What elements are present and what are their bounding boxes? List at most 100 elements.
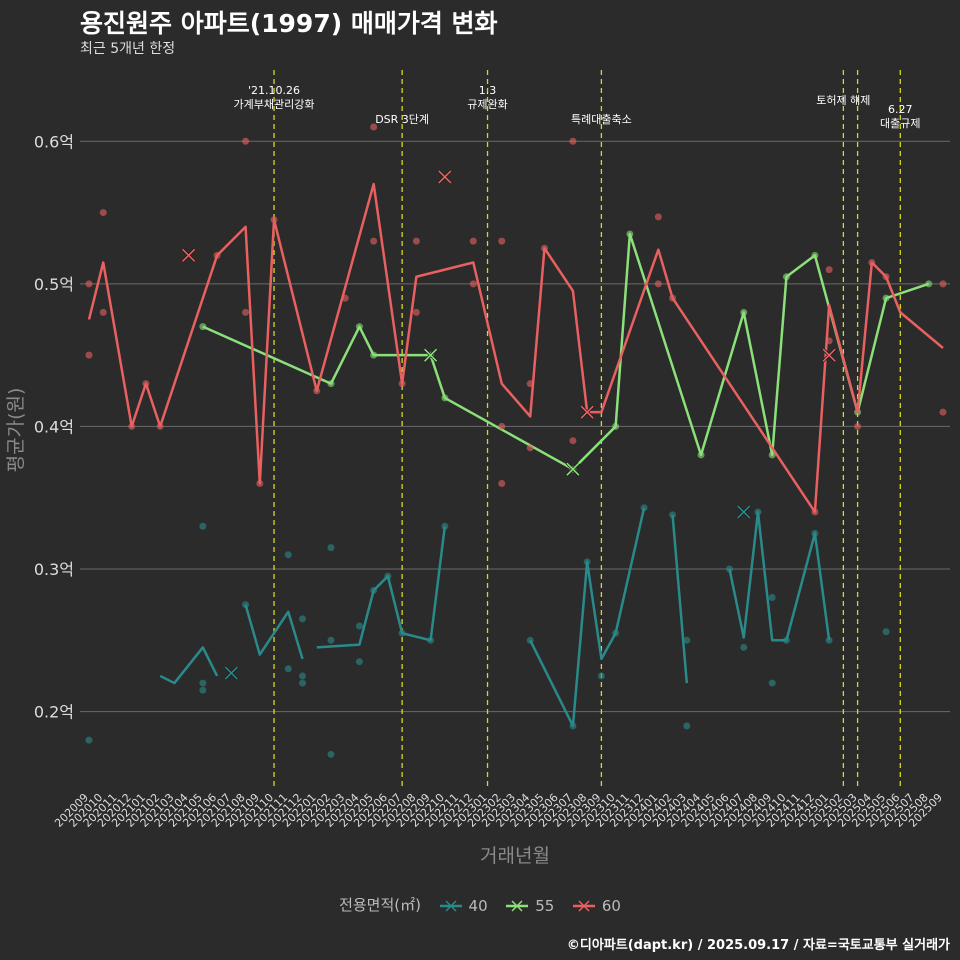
data-point-55 <box>612 422 620 430</box>
cross-marker-40 <box>224 666 238 680</box>
data-point-60 <box>882 273 890 281</box>
cross-marker-60 <box>580 405 594 419</box>
data-point-40 <box>768 594 776 602</box>
data-point-60 <box>99 308 107 316</box>
data-point-60 <box>654 280 662 288</box>
data-point-40 <box>640 504 648 512</box>
series-line-55 <box>202 232 930 471</box>
data-point-60 <box>341 294 349 302</box>
series-40 <box>85 504 890 758</box>
data-point-60 <box>242 308 250 316</box>
data-point-40 <box>384 572 392 580</box>
legend-label-55: 55 <box>535 896 555 915</box>
data-point-60 <box>569 137 577 145</box>
cross-marker-60 <box>822 348 836 362</box>
data-point-40 <box>398 629 406 637</box>
data-point-40 <box>284 665 292 673</box>
data-point-40 <box>427 636 435 644</box>
data-point-60 <box>412 237 420 245</box>
data-point-60 <box>854 422 862 430</box>
data-point-40 <box>299 679 306 687</box>
data-point-40 <box>355 658 363 666</box>
event-label: DSR 3단계 <box>375 113 429 126</box>
data-point-60 <box>313 387 321 395</box>
legend: 전용면적(㎡) 40 55 60 <box>0 894 960 915</box>
data-point-40 <box>284 551 292 559</box>
data-point-60 <box>370 123 378 131</box>
data-point-60 <box>85 280 93 288</box>
y-axis-title: 평균가(원) <box>5 388 27 473</box>
data-point-40 <box>740 643 748 651</box>
data-point-40 <box>882 628 890 636</box>
data-point-40 <box>299 672 306 680</box>
data-point-60 <box>825 337 833 345</box>
series-line-40 <box>159 646 219 685</box>
data-point-40 <box>683 722 691 730</box>
data-point-55 <box>768 451 776 459</box>
event-label: 6.27 대출규제 <box>880 103 920 130</box>
y-tick-label: 0.2억 <box>34 703 74 722</box>
cross-marker-55 <box>566 462 580 476</box>
cross-marker-60 <box>438 170 452 184</box>
series-line-60 <box>87 182 944 514</box>
data-point-55 <box>199 323 207 331</box>
data-point-40 <box>811 529 819 537</box>
series-line-40 <box>316 526 447 649</box>
data-point-60 <box>498 422 506 430</box>
data-point-40 <box>199 686 207 694</box>
data-point-40 <box>782 636 790 644</box>
legend-label-40: 40 <box>468 896 488 915</box>
legend-item-60: 60 <box>571 897 621 915</box>
data-point-40 <box>199 522 207 530</box>
legend-title: 전용면적(㎡) <box>339 896 421 914</box>
data-point-40 <box>526 636 534 644</box>
data-point-55 <box>740 308 748 316</box>
data-point-40 <box>569 722 577 730</box>
data-point-60 <box>654 213 662 221</box>
data-point-60 <box>939 280 947 288</box>
data-point-60 <box>669 294 677 302</box>
data-point-60 <box>526 380 534 388</box>
data-point-60 <box>128 422 136 430</box>
data-point-40 <box>441 522 449 530</box>
data-point-60 <box>156 422 164 430</box>
data-point-55 <box>882 294 890 302</box>
data-point-60 <box>142 380 150 388</box>
cross-marker-55 <box>424 348 438 362</box>
cross-marker-40 <box>737 505 751 519</box>
data-point-55 <box>925 280 933 288</box>
data-point-40 <box>327 636 335 644</box>
data-point-60 <box>939 408 947 416</box>
event-label: '21.10.26 가계부채관리강화 <box>234 84 315 111</box>
series-line-40 <box>529 507 646 728</box>
data-point-40 <box>726 565 733 573</box>
data-point-55 <box>782 273 790 281</box>
data-point-60 <box>868 258 876 266</box>
legend-item-55: 55 <box>504 897 554 915</box>
data-point-60 <box>811 508 819 516</box>
data-point-40 <box>754 508 762 516</box>
cross-marker-60 <box>182 248 196 262</box>
data-point-60 <box>498 479 506 487</box>
data-point-55 <box>370 351 378 359</box>
data-point-40 <box>327 544 335 552</box>
data-point-60 <box>85 351 93 359</box>
event-label: 1.3 규제완화 <box>467 84 507 111</box>
legend-label-60: 60 <box>601 896 621 915</box>
data-point-40 <box>327 750 335 758</box>
data-point-60 <box>412 308 420 316</box>
data-point-40 <box>669 511 677 519</box>
series-60 <box>85 123 947 516</box>
data-point-55 <box>441 394 449 402</box>
data-point-60 <box>270 216 278 224</box>
data-point-60 <box>825 266 833 274</box>
legend-key-40-icon <box>439 900 462 912</box>
y-tick-label: 0.4억 <box>34 417 74 436</box>
data-point-40 <box>683 636 691 644</box>
series-line-40 <box>671 514 689 684</box>
data-point-60 <box>569 437 577 445</box>
data-point-60 <box>469 237 477 245</box>
data-point-55 <box>327 380 335 388</box>
data-point-40 <box>355 622 363 630</box>
data-point-40 <box>370 586 378 594</box>
